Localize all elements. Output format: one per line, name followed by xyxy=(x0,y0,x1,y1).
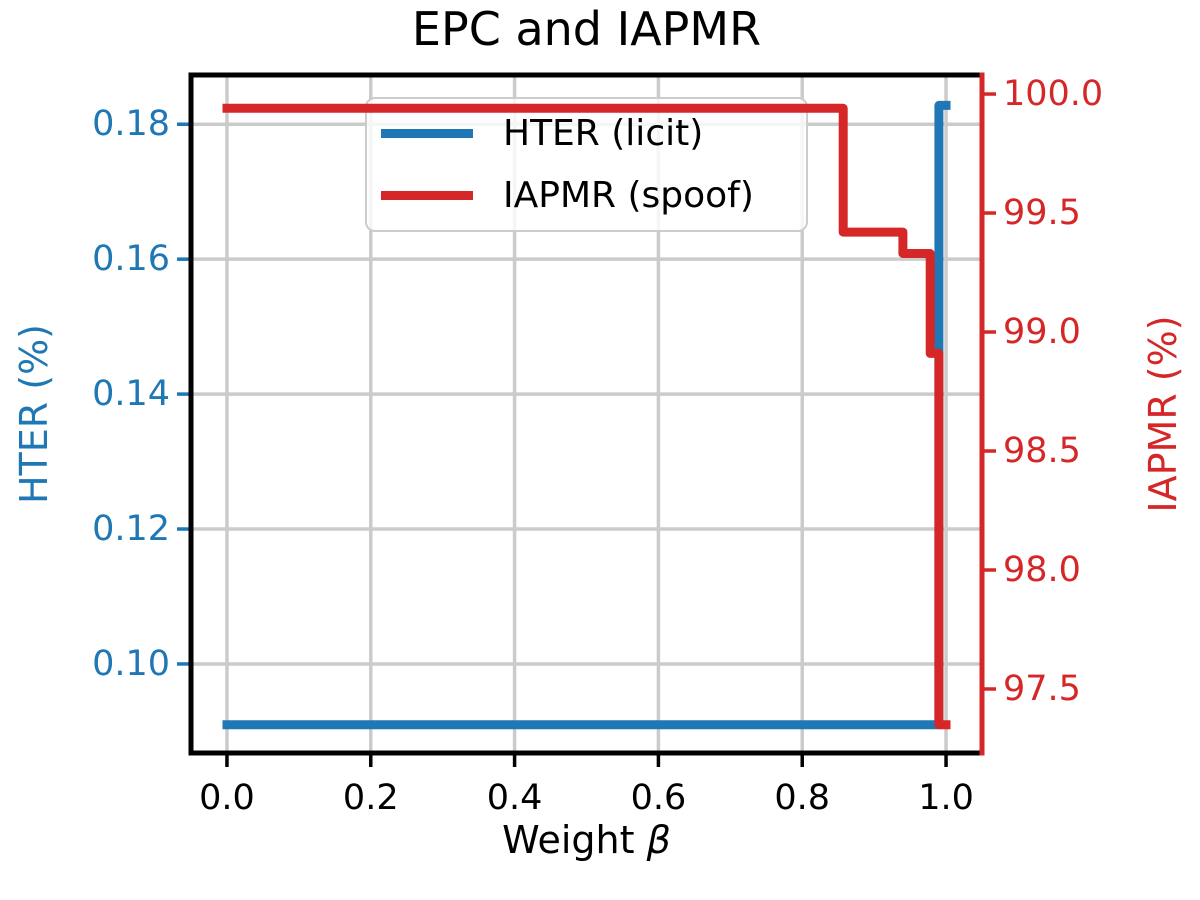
x-axis-label-word: Weight xyxy=(502,818,635,862)
y-right-tick-label: 99.5 xyxy=(1003,193,1081,234)
x-axis-label: Weight β xyxy=(191,818,982,862)
y-right-tick-label: 98.5 xyxy=(1003,431,1081,471)
x-tick-label: 0.0 xyxy=(199,778,255,818)
y-right-tick-label: 100.0 xyxy=(1003,74,1104,115)
x-tick-label: 1.0 xyxy=(918,778,974,818)
x-tick-label: 0.8 xyxy=(774,778,831,818)
legend: HTER (licit) IAPMR (spoof) xyxy=(365,97,808,232)
iapmr-line-sample xyxy=(381,191,473,200)
y-left-tick-label: 0.16 xyxy=(92,239,170,280)
y-right-tick-label: 99.0 xyxy=(1003,312,1081,353)
legend-label-hter: HTER (licit) xyxy=(503,112,704,154)
beta-symbol: β xyxy=(646,818,671,862)
x-tick-label: 0.4 xyxy=(486,778,543,818)
y-right-tick-label: 98.0 xyxy=(1003,549,1081,590)
legend-label-iapmr: IAPMR (spoof) xyxy=(503,174,754,216)
y-left-tick-label: 0.12 xyxy=(92,509,170,550)
legend-item-iapmr: IAPMR (spoof) xyxy=(381,172,792,220)
y-right-tick-label: 97.5 xyxy=(1003,668,1081,709)
x-tick-label: 0.6 xyxy=(630,778,687,818)
chart-title: EPC and IAPMR xyxy=(411,2,762,56)
y-left-tick-label: 0.18 xyxy=(92,104,170,145)
hter-line-sample xyxy=(381,129,473,138)
legend-item-hter: HTER (licit) xyxy=(381,110,792,158)
y-left-tick-label: 0.14 xyxy=(92,374,170,415)
y-left-tick-label: 0.10 xyxy=(92,643,170,684)
x-tick-label: 0.2 xyxy=(342,778,399,818)
